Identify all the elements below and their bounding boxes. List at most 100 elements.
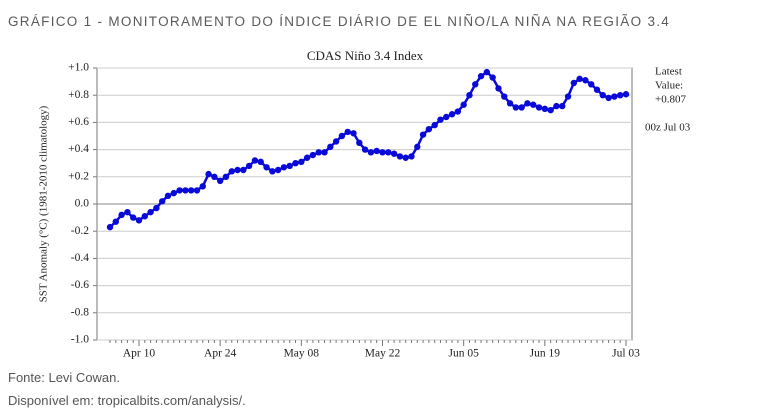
data-point: [535, 104, 543, 111]
data-point: [425, 126, 433, 133]
data-point: [327, 143, 334, 151]
y-tick-label: -0.2: [71, 225, 89, 237]
data-point: [553, 102, 560, 110]
data-point: [512, 104, 520, 111]
data-point: [367, 149, 375, 156]
data-point: [379, 149, 386, 156]
y-tick-label: +1.0: [68, 62, 89, 74]
data-point: [559, 102, 566, 110]
y-axis-label: SST Anomaly (°C) (1981-2010 climatology): [38, 105, 50, 302]
data-point: [112, 218, 119, 225]
data-point: [611, 93, 618, 100]
data-point: [454, 108, 462, 115]
data-point: [228, 168, 235, 175]
source-note: Fonte: Levi Cowan.: [8, 370, 121, 385]
data-point: [321, 149, 328, 156]
data-point: [477, 72, 485, 80]
x-tick-label: Jul 03: [612, 348, 640, 360]
data-point: [193, 187, 201, 194]
y-tick-label: +0.6: [68, 116, 89, 128]
data-point: [199, 183, 206, 190]
data-point: [170, 189, 177, 197]
data-point: [251, 157, 259, 164]
data-point: [419, 131, 427, 138]
data-point: [576, 75, 583, 83]
data-point: [309, 151, 317, 159]
data-point: [158, 198, 166, 205]
data-point: [147, 208, 154, 216]
data-point: [547, 106, 554, 114]
data-point: [274, 166, 282, 174]
data-point: [414, 143, 421, 151]
data-point: [599, 92, 607, 99]
data-point: [240, 166, 247, 174]
data-point: [338, 132, 346, 140]
data-point: [390, 150, 398, 157]
y-tick-label: +0.8: [68, 89, 89, 101]
data-point: [582, 77, 589, 84]
data-point: [501, 93, 508, 100]
chart-title: CDAS Niño 3.4 Index: [307, 48, 424, 63]
data-point: [437, 116, 444, 123]
data-point: [211, 173, 218, 180]
x-tick-label: Apr 10: [123, 348, 156, 360]
data-point: [344, 128, 351, 136]
y-tick-label: -0.8: [71, 306, 89, 318]
data-point: [141, 213, 148, 220]
data-point: [408, 153, 415, 160]
data-point: [164, 192, 172, 200]
data-point: [460, 101, 467, 108]
data-point: [530, 101, 537, 108]
y-tick-label: +0.4: [68, 143, 89, 155]
data-point: [472, 81, 479, 88]
data-point: [385, 149, 392, 156]
data-point: [373, 147, 380, 155]
data-point: [153, 204, 160, 212]
data-point: [315, 149, 322, 156]
y-tick-label: -1.0: [71, 334, 89, 346]
data-point: [489, 74, 496, 81]
data-point: [298, 158, 305, 166]
data-point: [135, 217, 143, 224]
data-point: [356, 139, 363, 146]
annotation: +0.807: [655, 94, 686, 106]
data-point: [541, 105, 549, 113]
data-point: [182, 187, 189, 194]
x-tick-label: Jun 05: [448, 348, 479, 360]
x-tick-label: Jun 19: [530, 348, 561, 360]
y-tick-label: +0.2: [68, 170, 89, 182]
data-point: [564, 93, 572, 100]
data-point: [518, 104, 525, 111]
data-point: [286, 162, 293, 170]
data-point: [402, 154, 409, 161]
data-point: [570, 79, 578, 87]
data-point: [292, 160, 299, 167]
data-point: [332, 138, 340, 145]
data-point: [234, 166, 241, 174]
data-point: [617, 92, 624, 99]
annotation: Value:: [655, 80, 683, 92]
y-tick-label: -0.6: [71, 279, 89, 291]
y-tick-label: 0.0: [75, 198, 90, 210]
data-point: [593, 86, 601, 93]
data-point: [124, 208, 131, 216]
data-point: [205, 170, 212, 178]
data-point: [303, 154, 311, 161]
data-point: [605, 94, 612, 102]
x-tick-label: May 08: [284, 348, 320, 360]
source-link: Disponível em: tropicalbits.com/analysis…: [8, 393, 246, 408]
x-tick-label: May 22: [365, 348, 401, 360]
data-point: [222, 173, 230, 180]
data-point: [106, 223, 114, 231]
data-point: [495, 85, 502, 92]
annotation: 00z Jul 03: [645, 122, 691, 134]
data-point: [263, 164, 270, 171]
data-point: [443, 113, 450, 121]
data-point: [245, 162, 253, 170]
x-tick-label: Apr 24: [204, 348, 237, 360]
data-point: [187, 187, 195, 194]
data-point: [350, 130, 357, 137]
data-point: [483, 68, 491, 76]
data-point: [269, 168, 276, 175]
